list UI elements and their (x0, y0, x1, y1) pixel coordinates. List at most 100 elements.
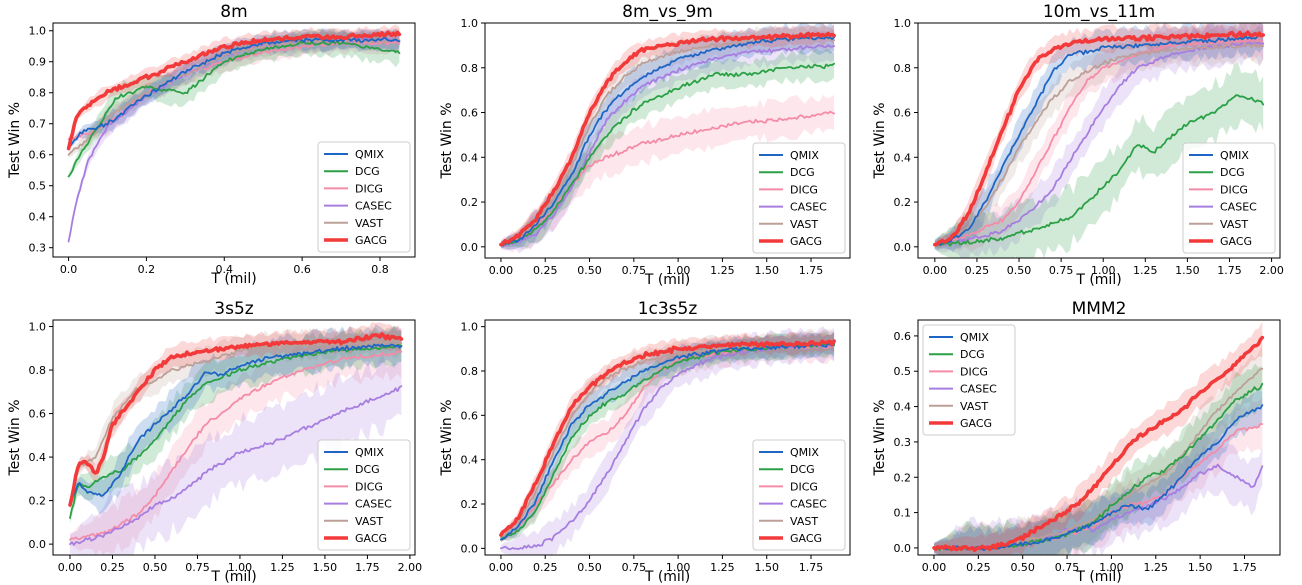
band-dicg (934, 23, 1264, 252)
axes-frame (917, 22, 1281, 259)
x-axis-label: T (mil) (1075, 569, 1121, 585)
legend-label-qmix: QMIX (960, 331, 989, 344)
x-tick-label: 1.50 (754, 264, 779, 277)
plot-area (499, 326, 836, 555)
y-tick-label: 0.2 (29, 495, 47, 508)
series-line-qmix (499, 35, 835, 247)
legend-label-casec: CASEC (790, 498, 827, 511)
legend-box (317, 141, 411, 253)
series-line-qmix (499, 341, 835, 541)
plot-area (68, 322, 404, 555)
series-line-gacg (66, 30, 402, 151)
legend-label-qmix: QMIX (790, 446, 819, 459)
x-tick-label: 1.00 (1091, 264, 1116, 277)
legend-label-casec: CASEC (355, 200, 392, 213)
chart-panel-10m-vs-11m: 0.00 0.25 0.50 0.75 1.00 1.25 1.50 1.75 2.00 0.0 0… (872, 2, 1284, 288)
x-tick-label: 1.25 (270, 561, 295, 574)
band-casec (934, 23, 1264, 258)
x-tick-label: 0.50 (143, 561, 168, 574)
series-line-gacg (68, 332, 404, 507)
x-tick-label: 0.75 (1049, 264, 1074, 277)
x-tick-label: 0.6 (293, 263, 311, 276)
x-tick-label: 1.75 (1232, 561, 1257, 574)
legend-label-vast: VAST (1220, 218, 1248, 231)
band-dcg (934, 60, 1264, 258)
x-tick-label: 0.0 (60, 263, 78, 276)
y-axis-label: Test Win % (7, 399, 23, 476)
y-axis-label: Test Win % (872, 399, 888, 476)
y-tick-label: 0.6 (29, 408, 47, 421)
x-tick-label: 1.25 (1133, 264, 1158, 277)
x-tick-label: 0.50 (1010, 561, 1035, 574)
axes-frame (484, 22, 851, 259)
y-axis-label: Test Win % (7, 102, 23, 179)
legend-label-gacg: GACG (790, 532, 822, 545)
axes-frame (917, 319, 1281, 556)
x-tick-label: 1.75 (799, 561, 824, 574)
y-tick-label: 1.0 (461, 17, 479, 30)
x-tick-label: 2.00 (398, 561, 423, 574)
y-tick-label: 0.0 (461, 241, 479, 254)
chart-title: 1c3s5z (638, 299, 698, 319)
y-tick-label: 1.0 (29, 321, 47, 334)
y-tick-label: 0.3 (29, 242, 47, 255)
chart-title: 10m_vs_11m (1043, 2, 1155, 22)
y-tick-label: 0.0 (894, 542, 912, 555)
legend-label-vast: VAST (355, 217, 383, 230)
y-tick-label: 0.8 (461, 365, 479, 378)
legend-label-casec: CASEC (790, 201, 827, 214)
plot-area (499, 23, 836, 254)
x-tick-label: 1.75 (799, 264, 824, 277)
x-tick-label: 0.8 (371, 263, 389, 276)
legend-box (1182, 142, 1276, 254)
series-line-gacg (499, 31, 836, 247)
legend-box (922, 324, 1016, 436)
legend-label-dicg: DICG (790, 183, 818, 196)
series-line-gacg (932, 30, 1265, 247)
y-tick-label: 0.2 (461, 196, 479, 209)
y-tick-label: 0.6 (894, 107, 912, 120)
y-tick-label: 1.0 (29, 25, 47, 38)
band-qmix (70, 324, 402, 515)
y-tick-label: 0.4 (461, 454, 479, 467)
legend-label-vast: VAST (790, 515, 818, 528)
legend: QMIX DCG DICG CASEC VAST GACG (922, 324, 1016, 436)
chart-panel-8m-vs-9m: 0.00 0.25 0.50 0.75 1.00 1.25 1.50 1.75 0.0 0.2 0.… (439, 2, 851, 288)
legend-label-gacg: GACG (960, 417, 992, 430)
y-tick-label: 0.8 (461, 62, 479, 75)
legend-box (752, 439, 846, 551)
legend-label-dicg: DICG (790, 480, 818, 493)
legend: QMIX DCG DICG CASEC VAST GACG (752, 142, 846, 254)
series-line-dcg (499, 62, 835, 246)
series-line-dcg (69, 344, 403, 519)
x-tick-label: 0.50 (577, 561, 602, 574)
legend-label-dcg: DCG (1220, 166, 1245, 179)
chart-title: MMM2 (1072, 299, 1127, 319)
series-line-dicg (69, 350, 403, 541)
chart-title: 3s5z (214, 299, 253, 319)
x-tick-label: 0.2 (138, 263, 156, 276)
y-tick-label: 0.5 (29, 180, 47, 193)
legend-box (317, 439, 411, 551)
legend-label-gacg: GACG (790, 235, 822, 248)
band-vast (934, 344, 1263, 555)
band-dicg (500, 329, 835, 543)
band-gacg (70, 322, 402, 508)
y-tick-label: 0.2 (461, 498, 479, 511)
band-dcg (500, 331, 835, 542)
legend-label-dicg: DICG (1220, 183, 1248, 196)
axes-frame (52, 22, 416, 258)
y-tick-label: 0.8 (894, 62, 912, 75)
legend-label-vast: VAST (355, 515, 383, 528)
y-tick-label: 0.8 (29, 87, 47, 100)
series-line-casec (933, 41, 1265, 247)
legend-label-casec: CASEC (960, 383, 997, 396)
legend-label-casec: CASEC (355, 498, 392, 511)
y-axis-label: Test Win % (439, 399, 455, 476)
y-tick-label: 0.3 (894, 436, 912, 449)
legend: QMIX DCG DICG CASEC VAST GACG (317, 439, 411, 551)
x-tick-label: 1.25 (710, 264, 735, 277)
chart-panel-mmm2: 0.00 0.25 0.50 0.75 1.00 1.25 1.50 1.75 0.0 0.1 0.… (872, 299, 1281, 585)
y-tick-label: 0.6 (894, 330, 912, 343)
